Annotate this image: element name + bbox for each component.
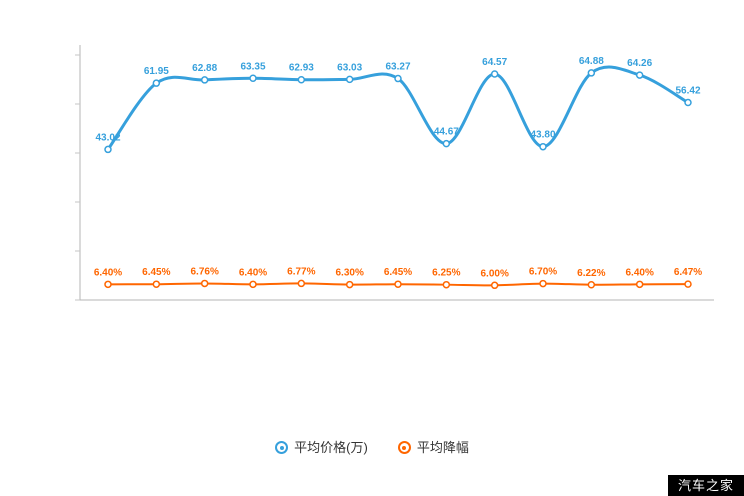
avg-discount-point[interactable]	[539, 279, 547, 288]
legend-label-avg-discount: 平均降幅	[416, 440, 469, 455]
chart-legend: 平均价格(万) 平均降幅	[0, 441, 744, 454]
avg-discount-point-label: 6.45%	[384, 267, 412, 278]
avg-discount-point[interactable]	[394, 280, 402, 288]
avg-price-point[interactable]	[539, 142, 547, 151]
avg-price-point[interactable]	[249, 74, 257, 83]
legend-label-avg-price: 平均价格(万)	[294, 440, 368, 455]
avg-discount-point[interactable]	[490, 281, 499, 290]
avg-price-point-label: 63.27	[385, 62, 410, 73]
avg-price-point-label: 61.95	[144, 66, 169, 77]
avg-price-point[interactable]	[635, 71, 644, 79]
avg-discount-point-label: 6.77%	[287, 266, 315, 277]
avg-discount-point[interactable]	[249, 280, 257, 289]
avg-price-point-label: 62.88	[192, 63, 217, 74]
avg-discount-point[interactable]	[297, 279, 306, 288]
avg-discount-point[interactable]	[587, 281, 596, 289]
avg-discount-point-label: 6.00%	[480, 268, 508, 279]
avg-price-point-label: 63.35	[240, 61, 265, 72]
avg-discount-point-label: 6.76%	[190, 266, 218, 277]
avg-price-point[interactable]	[345, 75, 354, 84]
avg-price-point-label: 64.57	[482, 57, 507, 68]
legend-item-avg-price[interactable]: 平均价格(万)	[275, 441, 368, 454]
autohome-watermark: 汽车之家	[667, 475, 744, 496]
avg-discount-point-label: 6.22%	[577, 268, 605, 279]
avg-discount-point[interactable]	[104, 280, 112, 289]
avg-price-series-icon	[275, 441, 289, 454]
avg-price-point[interactable]	[394, 74, 402, 83]
avg-discount-point[interactable]	[345, 280, 354, 289]
avg-price-point[interactable]	[684, 98, 692, 107]
avg-discount-series-icon	[397, 441, 411, 454]
avg-discount-point-label: 6.30%	[335, 268, 363, 279]
avg-price-point[interactable]	[200, 76, 209, 84]
avg-price-point-label: 44.67	[434, 127, 459, 138]
avg-discount-point-label: 6.70%	[529, 267, 557, 278]
avg-discount-point-label: 6.40%	[94, 267, 122, 278]
avg-discount-point-label: 6.25%	[432, 268, 460, 279]
avg-price-point[interactable]	[490, 70, 499, 78]
avg-discount-point[interactable]	[635, 280, 644, 289]
avg-price-point-label: 64.88	[579, 56, 604, 67]
avg-discount-point[interactable]	[200, 279, 209, 288]
avg-price-point[interactable]	[587, 69, 596, 77]
avg-discount-point-label: 6.45%	[142, 267, 170, 278]
avg-discount-point[interactable]	[152, 280, 161, 288]
avg-discount-point[interactable]	[684, 280, 692, 288]
avg-discount-point-label: 6.40%	[625, 267, 653, 278]
avg-price-point[interactable]	[297, 75, 306, 84]
avg-price-point-label: 62.93	[289, 63, 314, 74]
avg-price-point[interactable]	[152, 79, 161, 87]
avg-discount-point-label: 6.47%	[674, 267, 702, 278]
avg-discount-point-label: 6.40%	[239, 267, 267, 278]
legend-item-avg-discount[interactable]: 平均降幅	[397, 440, 469, 455]
avg-price-point-label: 43.02	[95, 132, 120, 143]
avg-price-point[interactable]	[104, 145, 112, 154]
avg-price-point-label: 63.03	[337, 62, 362, 73]
avg-discount-point[interactable]	[442, 280, 451, 289]
avg-price-point-label: 56.42	[675, 86, 700, 97]
avg-price-point-label: 64.26	[627, 58, 652, 69]
avg-price-point-label: 43.80	[530, 130, 555, 141]
avg-price-point[interactable]	[442, 139, 451, 148]
price-trend-line-chart: 43.02 61.95 62.88 63.35 62.93 63.03 63.27 44.67…	[75, 45, 714, 301]
